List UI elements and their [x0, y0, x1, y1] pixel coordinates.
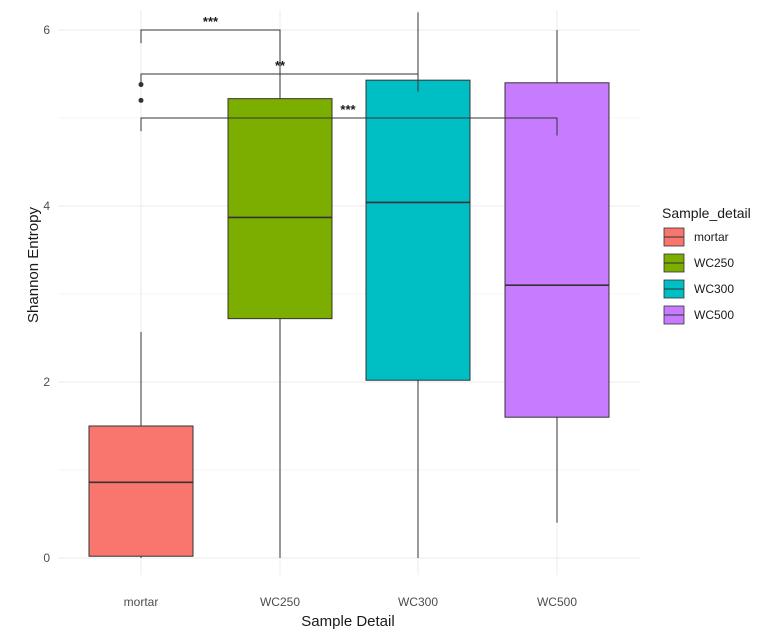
- legend-label: mortar: [694, 230, 729, 244]
- bracket-line: [140, 29, 281, 96]
- legend: Sample_detail mortar WC250 WC300 WC500: [662, 205, 751, 325]
- sig-label: ***: [340, 102, 356, 117]
- axes: 0 2 4 6 mortar WC250 WC300 WC500: [43, 23, 577, 609]
- y-tick-label: 0: [43, 551, 50, 565]
- sig-bracket: ***: [140, 14, 281, 96]
- box-body: [365, 79, 471, 381]
- y-tick-label: 4: [43, 199, 50, 213]
- bracket-line: [140, 73, 419, 92]
- legend-label: WC250: [694, 256, 734, 270]
- legend-label: WC500: [694, 308, 734, 322]
- legend-item-WC500: WC500: [663, 305, 734, 325]
- x-tick-label: WC500: [537, 595, 577, 609]
- legend-label: WC300: [694, 282, 734, 296]
- x-axis-title: Sample Detail: [301, 613, 394, 630]
- outlier-point: [138, 97, 144, 103]
- legend-item-mortar: mortar: [663, 227, 729, 247]
- box-body: [227, 98, 333, 320]
- x-tick-label: WC300: [398, 595, 438, 609]
- x-tick-label: WC250: [260, 595, 300, 609]
- bracket-line: [140, 117, 558, 136]
- boxes-group: [88, 12, 610, 558]
- y-axis-title: Shannon Entropy: [25, 207, 42, 323]
- legend-title: Sample_detail: [662, 205, 751, 221]
- legend-item-WC300: WC300: [663, 279, 734, 299]
- x-tick-label: mortar: [124, 595, 159, 609]
- y-tick-label: 6: [43, 23, 50, 37]
- legend-item-WC250: WC250: [663, 253, 734, 273]
- box-body: [88, 425, 194, 557]
- sig-label: **: [275, 58, 286, 73]
- sig-bracket: **: [140, 58, 419, 92]
- box-WC300: [365, 12, 471, 558]
- sig-bracket: ***: [140, 102, 558, 136]
- box-WC250: [227, 30, 333, 558]
- sig-label: ***: [203, 14, 219, 29]
- box-body: [504, 82, 610, 418]
- y-tick-label: 2: [43, 375, 50, 389]
- box-WC500: [504, 30, 610, 523]
- significance-brackets: ********: [140, 14, 558, 136]
- outlier-point: [138, 82, 144, 88]
- box-mortar: [88, 82, 194, 558]
